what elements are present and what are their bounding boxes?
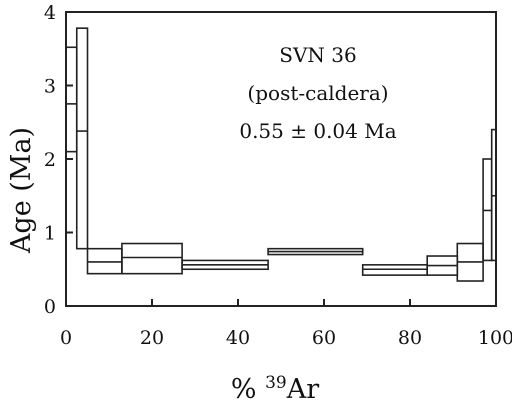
heating-step-8 [426,255,459,276]
age-spectrum-steps [65,27,497,282]
axis-ticks [65,11,497,307]
heating-step-11 [490,128,497,262]
step-error-box [75,27,89,250]
x-axis-title-prefix: % [231,374,265,405]
x-tick-label-80: 80 [398,327,422,349]
x-tick-label-100: 100 [478,327,512,349]
heating-step-2 [75,27,89,250]
x-tick-labels: 0 20 40 60 80 100 [60,327,512,349]
x-axis-title: % 39Ar [231,373,319,405]
heating-step-5 [181,259,269,271]
sample-description: (post-caldera) [247,81,388,105]
heating-step-6 [267,247,364,256]
x-tick-label-40: 40 [226,327,250,349]
y-axis-title: Age (Ma) [6,127,37,254]
heating-step-1 [65,46,78,153]
x-tick-label-0: 0 [60,327,72,349]
step-error-box [65,46,78,153]
y-tick-labels: 0 1 2 3 4 [44,2,56,318]
x-axis-title-superscript: 39 [265,373,287,393]
sample-name: SVN 36 [279,43,356,67]
x-tick-label-20: 20 [140,327,164,349]
x-axis-title-suffix: Ar [286,374,319,405]
heating-step-7 [361,264,429,276]
step-error-box [121,242,183,275]
heating-step-10 [482,158,493,262]
y-tick-label-4: 4 [44,2,56,24]
y-tick-label-1: 1 [44,223,56,245]
y-tick-label-3: 3 [44,76,56,98]
x-tick-label-60: 60 [312,327,336,349]
heating-step-4 [121,242,183,275]
plateau-age: 0.55 ± 0.04 Ma [239,119,396,143]
y-tick-label-2: 2 [44,149,56,171]
heating-step-3 [86,247,123,275]
heating-step-9 [456,242,484,282]
y-tick-label-0: 0 [44,296,56,318]
